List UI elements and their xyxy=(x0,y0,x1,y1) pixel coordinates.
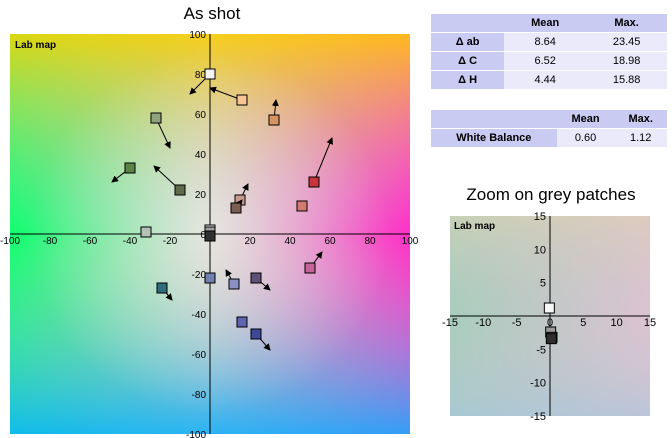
y-tick-label: 100 xyxy=(189,30,206,41)
x-tick-label: 80 xyxy=(364,236,376,247)
patch-marker xyxy=(228,278,240,290)
zoom-y-tick-labels: 15 10 5 -5 -10 -15 xyxy=(530,211,546,423)
zoom-lab-map-label: Lab map xyxy=(454,221,495,232)
table-header-row: Mean Max. xyxy=(431,109,667,129)
patch-marker xyxy=(308,176,320,188)
patch-marker xyxy=(304,262,316,274)
y-tick-label: 20 xyxy=(195,190,207,201)
patch-marker xyxy=(268,114,280,126)
patch-marker xyxy=(296,200,308,212)
header-cell: Max. xyxy=(586,13,667,33)
header-cell: Mean xyxy=(504,13,587,33)
patch-marker xyxy=(140,226,152,238)
x-tick-label: -80 xyxy=(43,236,58,247)
zoom-patch-markers xyxy=(543,302,558,345)
max-value: 15.88 xyxy=(586,70,667,90)
table-row: Δ C 6.52 18.98 xyxy=(431,51,667,71)
delta-stats-table: Mean Max. Δ ab 8.64 23.45 Δ C 6.52 18.98… xyxy=(431,13,667,90)
patch-marker xyxy=(250,328,262,340)
x-tick-labels: -100 -80 -60 -40 -20 20 40 60 80 100 xyxy=(0,236,419,247)
patch-marker xyxy=(150,112,162,124)
y-tick-label: 10 xyxy=(534,244,546,256)
lab-map-label: Lab map xyxy=(15,40,56,51)
x-tick-label: -100 xyxy=(0,236,20,247)
patch-marker xyxy=(204,230,216,242)
y-tick-label: -10 xyxy=(530,378,546,390)
x-tick-label: -10 xyxy=(475,317,491,329)
x-tick-label: 60 xyxy=(324,236,336,247)
y-tick-label: 0 xyxy=(200,230,206,241)
zoom-axes xyxy=(450,216,650,416)
patch-marker xyxy=(236,94,248,106)
patch-marker xyxy=(204,68,216,80)
y-tick-label: -100 xyxy=(186,430,206,438)
x-tick-label: 10 xyxy=(611,317,623,329)
table-header-row: Mean Max. xyxy=(431,13,667,33)
row-label: Δ H xyxy=(431,70,505,90)
zoom-chart-title: Zoom on grey patches xyxy=(466,185,636,204)
mean-value: 6.52 xyxy=(504,51,587,71)
patch-marker xyxy=(545,333,557,345)
zoom-x-tick-labels: -15 -10 -5 0 5 10 15 xyxy=(442,317,656,329)
x-tick-label: 40 xyxy=(284,236,296,247)
row-label: Δ ab xyxy=(431,32,505,52)
y-tick-label: -60 xyxy=(192,350,207,361)
y-tick-labels: 100 80 60 40 20 0 -20 -40 -60 -80 -100 xyxy=(186,30,206,438)
x-tick-label: -15 xyxy=(442,317,458,329)
x-tick-label: 0 xyxy=(547,317,553,329)
row-label: White Balance xyxy=(431,128,557,148)
y-tick-label: -80 xyxy=(192,390,207,401)
mean-value: 4.44 xyxy=(504,70,587,90)
y-tick-label: 80 xyxy=(195,70,207,81)
row-label: Δ C xyxy=(431,51,505,71)
x-tick-label: 15 xyxy=(644,317,656,329)
x-tick-label: -60 xyxy=(83,236,98,247)
max-value: 18.98 xyxy=(586,51,667,71)
main-chart-title: As shot xyxy=(183,4,241,23)
patch-marker xyxy=(124,162,136,174)
shift-arrow xyxy=(313,137,333,183)
white-balance-table: Mean Max. White Balance 0.60 1.12 xyxy=(431,109,667,148)
patch-marker xyxy=(204,272,216,284)
patch-marker xyxy=(236,316,248,328)
patch-marker xyxy=(156,282,168,294)
y-tick-label: 40 xyxy=(195,150,207,161)
y-tick-label: 15 xyxy=(534,211,546,223)
header-cell: Mean xyxy=(556,109,615,129)
patch-marker xyxy=(543,302,555,314)
header-cell xyxy=(431,109,557,129)
y-tick-label: -15 xyxy=(530,411,546,423)
x-tick-label: -40 xyxy=(123,236,138,247)
table-row: Δ H 4.44 15.88 xyxy=(431,70,667,90)
y-tick-label: -5 xyxy=(536,344,546,356)
x-tick-label: 5 xyxy=(580,317,586,329)
patch-marker xyxy=(230,202,242,214)
x-tick-label: 100 xyxy=(402,236,419,247)
table-row: White Balance 0.60 1.12 xyxy=(431,128,667,148)
patch-marker xyxy=(250,272,262,284)
y-tick-label: -20 xyxy=(192,270,207,281)
y-tick-label: 60 xyxy=(195,110,207,121)
header-cell xyxy=(431,13,505,33)
mean-value: 0.60 xyxy=(556,128,615,148)
x-tick-label: -5 xyxy=(512,317,522,329)
zoom-lab-map: -15 -10 -5 0 5 10 15 15 10 5 -5 -10 -15 Lab map xyxy=(442,211,656,423)
x-tick-label: 20 xyxy=(244,236,256,247)
table-row: Δ ab 8.64 23.45 xyxy=(431,32,667,52)
y-tick-label: 5 xyxy=(540,278,546,290)
x-tick-label: -20 xyxy=(163,236,178,247)
patch-markers xyxy=(111,68,333,351)
header-cell: Max. xyxy=(614,109,667,129)
patch-marker xyxy=(174,184,186,196)
y-tick-label: -40 xyxy=(192,310,207,321)
max-value: 23.45 xyxy=(586,32,667,52)
max-value: 1.12 xyxy=(614,128,667,148)
main-lab-map: -100 -80 -60 -40 -20 20 40 60 80 100 100 80 60 40 20 0… xyxy=(0,30,419,438)
mean-value: 8.64 xyxy=(504,32,587,52)
